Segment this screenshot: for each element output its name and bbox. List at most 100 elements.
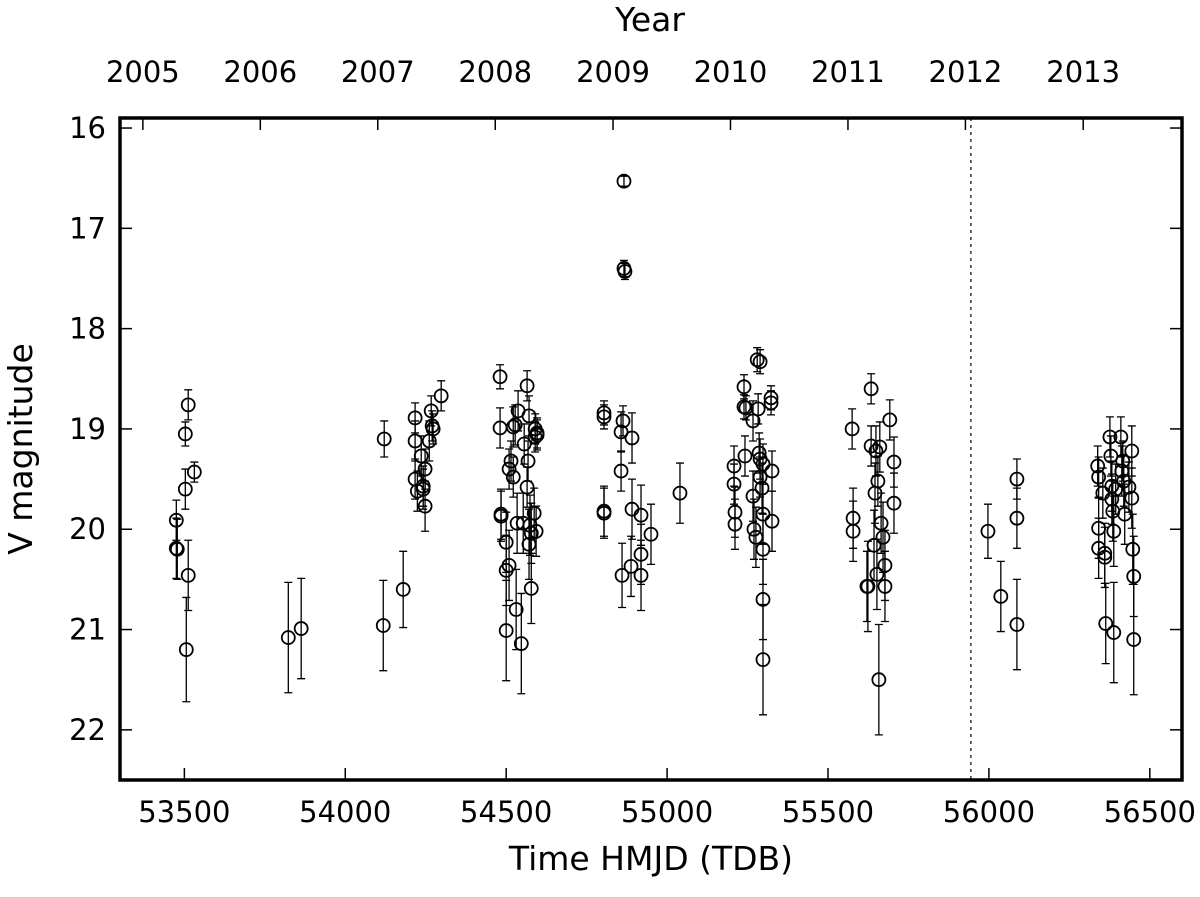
data-point xyxy=(633,567,649,583)
data-point xyxy=(870,473,886,489)
data-point xyxy=(493,508,509,524)
error-bar xyxy=(399,550,408,629)
data-point xyxy=(503,453,519,469)
error-bar xyxy=(875,421,884,473)
y-tick-label: 19 xyxy=(69,412,106,446)
error-bar xyxy=(740,435,749,477)
data-point xyxy=(178,642,194,658)
data-point xyxy=(498,623,514,638)
data-point xyxy=(872,439,888,455)
data-point xyxy=(1102,429,1118,445)
data-point xyxy=(764,463,780,479)
error-bar xyxy=(768,450,777,492)
data-point xyxy=(501,461,517,477)
data-point xyxy=(623,558,639,574)
error-bar xyxy=(849,500,858,562)
data-point xyxy=(624,430,640,446)
data-point xyxy=(755,652,771,668)
data-point xyxy=(763,395,779,411)
data-point xyxy=(1098,616,1114,631)
data-point xyxy=(1090,458,1106,474)
error-bar xyxy=(619,175,628,187)
x-tick-label: 55000 xyxy=(621,795,713,829)
x-tick-label: 56500 xyxy=(1104,795,1196,829)
data-point xyxy=(1126,568,1142,584)
error-bar xyxy=(983,503,992,559)
x2-tick-label: 2011 xyxy=(811,55,885,89)
y-tick-label: 17 xyxy=(69,211,106,245)
y-axis-label: V magnitude xyxy=(1,343,40,555)
error-bar xyxy=(620,262,629,281)
data-point xyxy=(1121,479,1137,495)
error-bar xyxy=(1012,578,1021,671)
data-point xyxy=(596,409,612,425)
data-point xyxy=(1009,617,1025,632)
data-point xyxy=(863,381,879,397)
data-point xyxy=(869,566,885,582)
error-bar xyxy=(756,349,765,375)
data-point xyxy=(519,479,535,495)
error-bar xyxy=(758,603,767,716)
data-point xyxy=(519,378,535,394)
data-point xyxy=(169,541,185,557)
error-bar xyxy=(172,517,181,580)
data-point xyxy=(615,413,631,429)
error-bar xyxy=(996,560,1005,633)
error-bar xyxy=(618,542,627,609)
data-point xyxy=(1113,429,1129,445)
x2-axis-label: Year xyxy=(614,0,685,39)
y-tick-label: 16 xyxy=(69,111,106,145)
data-point xyxy=(395,582,411,597)
data-point xyxy=(280,630,296,645)
error-bar xyxy=(619,405,628,437)
x-tick-label: 53500 xyxy=(138,795,230,829)
data-point xyxy=(186,464,202,480)
data-point xyxy=(749,352,765,368)
data-point xyxy=(1124,490,1140,506)
error-bar xyxy=(767,390,776,416)
error-bar xyxy=(758,462,767,514)
error-bar xyxy=(173,518,182,581)
error-bar xyxy=(871,425,880,477)
error-bar xyxy=(184,539,193,612)
plot-frame xyxy=(118,116,1184,782)
data-point xyxy=(513,636,529,651)
data-point xyxy=(505,469,521,485)
x2-tick-label: 2009 xyxy=(576,55,650,89)
data-point xyxy=(752,354,768,370)
error-bar xyxy=(527,552,536,625)
data-point xyxy=(528,523,544,539)
data-point xyxy=(180,567,196,583)
data-point xyxy=(617,264,633,279)
data-point xyxy=(1124,443,1140,459)
data-point xyxy=(1115,453,1131,469)
error-bar xyxy=(284,581,293,694)
data-point xyxy=(417,498,433,514)
error-bar xyxy=(421,480,430,532)
data-point xyxy=(750,401,766,417)
data-point xyxy=(1009,471,1025,487)
data-point xyxy=(727,516,743,532)
data-point xyxy=(726,476,742,492)
data-point xyxy=(1097,549,1113,565)
data-point xyxy=(633,507,649,523)
data-point xyxy=(1009,510,1025,526)
error-bar xyxy=(848,408,857,450)
y-tick-label: 18 xyxy=(69,312,106,346)
data-point xyxy=(746,521,762,537)
error-bar xyxy=(627,535,636,598)
error-bar xyxy=(1127,467,1136,529)
x2-tick-label: 2013 xyxy=(1046,55,1120,89)
data-point xyxy=(523,581,539,596)
x-tick-label: 55500 xyxy=(782,795,874,829)
error-bar xyxy=(885,399,894,441)
data-point xyxy=(745,413,761,429)
data-point xyxy=(613,424,629,440)
error-bar xyxy=(380,420,389,458)
error-bar xyxy=(600,487,609,539)
data-point xyxy=(886,454,902,470)
error-bar xyxy=(1012,487,1021,549)
error-bar xyxy=(514,390,523,432)
data-point xyxy=(755,541,771,557)
